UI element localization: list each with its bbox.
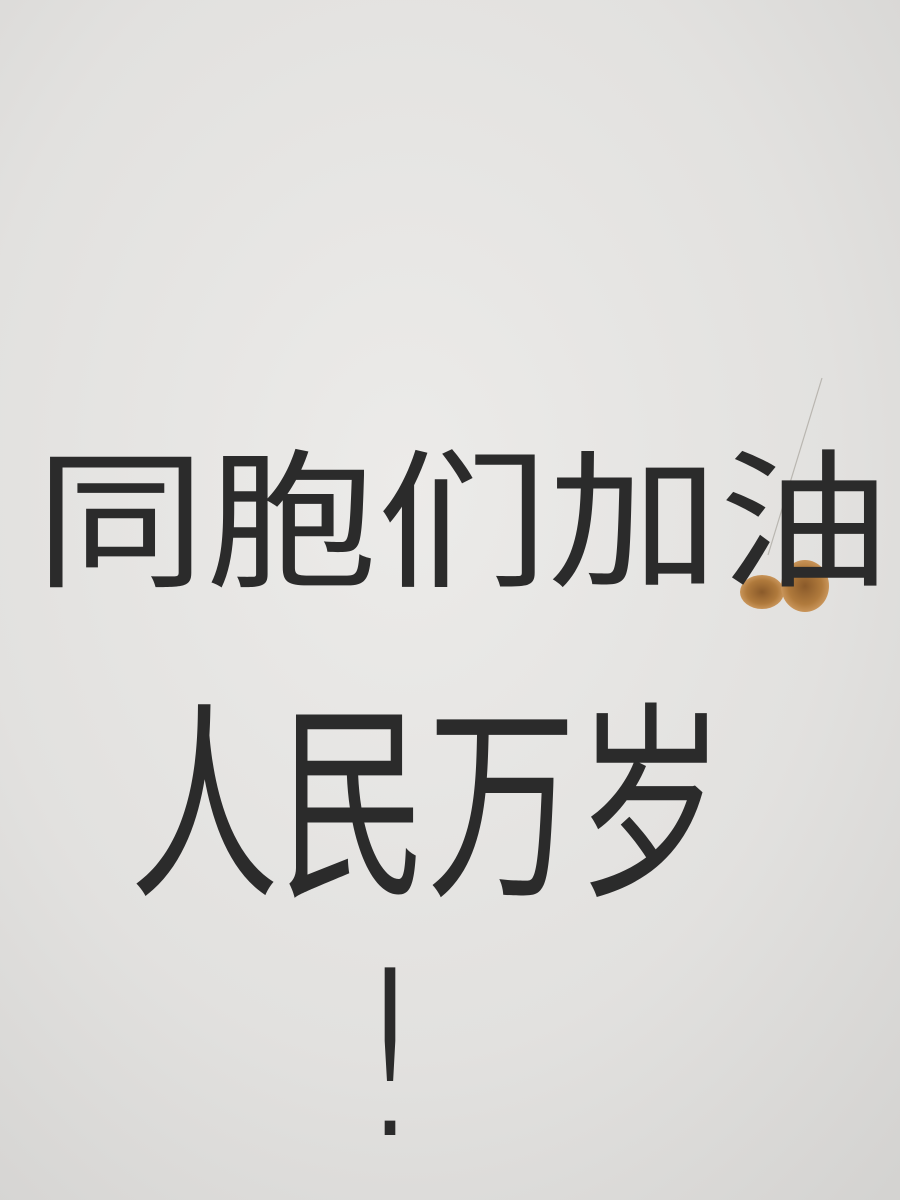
stain	[781, 560, 829, 612]
text-line: 同胞们加油	[35, 437, 890, 611]
stain	[740, 575, 784, 609]
text-line: 人民万岁	[130, 685, 725, 930]
scratch	[767, 377, 823, 556]
exclamation: !	[345, 923, 435, 1190]
